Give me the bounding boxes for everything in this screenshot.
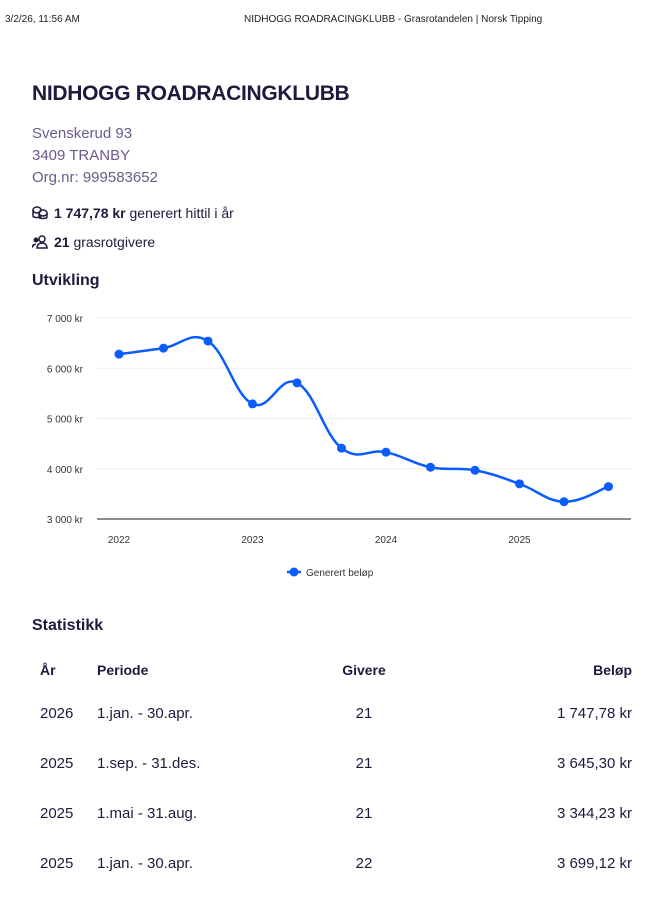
cell-givers: 22 bbox=[355, 855, 373, 872]
data-point bbox=[248, 399, 257, 409]
cell-year: 2025 bbox=[40, 805, 74, 822]
y-tick-label: 3 000 kr bbox=[47, 515, 84, 526]
people-icon bbox=[32, 235, 48, 249]
line-chart: 3 000 kr 4 000 kr 5 000 kr 6 000 kr 7 000 kr… bbox=[47, 314, 631, 579]
data-point bbox=[559, 497, 569, 507]
x-tick-label: 2025 bbox=[508, 535, 531, 546]
givers-label: grasrotgivere bbox=[73, 234, 156, 250]
cell-givers: 21 bbox=[355, 755, 373, 772]
y-tick-label: 5 000 kr bbox=[47, 415, 84, 426]
y-tick-label: 7 000 kr bbox=[47, 314, 84, 325]
givers-stat: 21 grasrotgivere bbox=[32, 234, 155, 250]
stats-heading: Statistikk bbox=[32, 617, 104, 634]
data-point bbox=[337, 443, 346, 453]
amount-stat: 1 747,78 kr generert hittil i år bbox=[32, 205, 234, 221]
legend-label: Generert beløp bbox=[306, 568, 374, 579]
data-point bbox=[604, 482, 613, 492]
cell-givers: 21 bbox=[355, 805, 373, 822]
x-tick-label: 2022 bbox=[108, 535, 131, 546]
club-postal: 3409 TRANBY bbox=[32, 147, 131, 164]
data-point bbox=[515, 479, 524, 489]
club-orgnr: Org.nr: 999583652 bbox=[32, 169, 158, 186]
cell-amount: 3 699,12 kr bbox=[556, 855, 632, 872]
club-name: NIDHOGG ROADRACINGKLUBB bbox=[32, 82, 350, 105]
cell-period: 1.mai - 31.aug. bbox=[97, 805, 198, 822]
cell-amount: 3 645,30 kr bbox=[556, 755, 632, 772]
cell-period: 1.sep. - 31.des. bbox=[97, 755, 201, 772]
cell-period: 1.jan. - 30.apr. bbox=[97, 705, 193, 722]
series-line bbox=[118, 335, 609, 503]
chart-heading: Utvikling bbox=[32, 272, 100, 289]
x-tick-label: 2023 bbox=[241, 535, 264, 546]
y-tick-label: 4 000 kr bbox=[47, 465, 84, 476]
cell-year: 2026 bbox=[40, 705, 74, 722]
x-tick-label: 2024 bbox=[375, 535, 398, 546]
data-point bbox=[381, 447, 391, 457]
cell-givers: 21 bbox=[355, 705, 373, 722]
cell-year: 2025 bbox=[40, 755, 74, 772]
print-title: NIDHOGG ROADRACINGKLUBB - Grasrotandelen… bbox=[244, 14, 543, 25]
data-point bbox=[114, 349, 124, 359]
data-point bbox=[203, 336, 213, 346]
club-street: Svenskerud 93 bbox=[32, 125, 133, 142]
amount-value: 1 747,78 kr bbox=[54, 205, 126, 221]
amount-label: generert hittil i år bbox=[129, 205, 234, 221]
givers-value: 21 bbox=[54, 234, 70, 250]
print-date: 3/2/26, 11:56 AM bbox=[5, 14, 80, 25]
cell-period: 1.jan. - 30.apr. bbox=[97, 855, 193, 872]
coins-icon bbox=[32, 206, 48, 220]
data-point bbox=[426, 462, 435, 472]
col-header-period: Periode bbox=[97, 662, 149, 678]
data-point bbox=[292, 378, 302, 388]
cell-amount: 3 344,23 kr bbox=[556, 805, 632, 822]
data-point bbox=[159, 343, 168, 353]
col-header-year: År bbox=[40, 662, 56, 678]
col-header-givers: Givere bbox=[342, 662, 386, 678]
cell-year: 2025 bbox=[40, 855, 74, 872]
data-point bbox=[470, 465, 480, 475]
y-tick-label: 6 000 kr bbox=[47, 364, 84, 375]
cell-amount: 1 747,78 kr bbox=[556, 705, 632, 722]
col-header-amount: Beløp bbox=[593, 662, 632, 678]
